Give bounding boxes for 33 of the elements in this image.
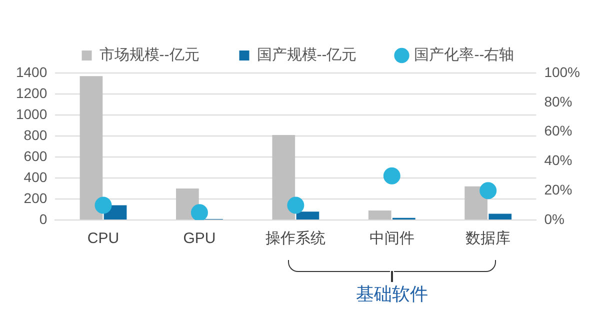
y-tick-label: 800	[24, 126, 48, 143]
y-tick-label: 200	[24, 190, 48, 206]
x-tick-label: 数据库	[466, 230, 511, 248]
bar	[368, 210, 392, 220]
legend-label: 国产化率--右轴	[414, 46, 514, 64]
y2-tick-label: 80%	[544, 93, 572, 110]
y-tick-label: 400	[24, 168, 48, 185]
point	[94, 196, 112, 214]
y-tick-label: 1400	[16, 64, 48, 80]
point	[480, 182, 497, 200]
bar	[488, 214, 512, 220]
text: 基础软件	[354, 283, 429, 306]
y2-tick-label: 0%	[544, 210, 564, 227]
x-tick-label: 中间件	[369, 230, 414, 248]
y-tick-label: 600	[24, 148, 48, 164]
y2-tick-label: 40%	[544, 152, 572, 168]
bar	[296, 212, 320, 220]
point	[383, 167, 400, 184]
point	[287, 196, 304, 214]
x-tick-label: 操作系统	[266, 230, 326, 248]
point	[190, 204, 208, 220]
y-tick-label: 0	[39, 210, 48, 227]
x-tick-label: GPU	[183, 230, 216, 248]
y2-tick-label: 20%	[544, 181, 572, 198]
y2-tick-label: 100%	[544, 64, 580, 80]
y-tick-label: 1200	[16, 84, 48, 101]
y-tick-label: 1000	[16, 106, 48, 122]
y2-tick-label: 60%	[544, 122, 572, 139]
legend-label: 市场规模--亿元	[99, 46, 200, 64]
bar	[272, 134, 296, 220]
x-tick-label: CPU	[87, 230, 120, 248]
bar	[80, 76, 103, 220]
legend-label: 国产规模--亿元	[256, 46, 357, 64]
